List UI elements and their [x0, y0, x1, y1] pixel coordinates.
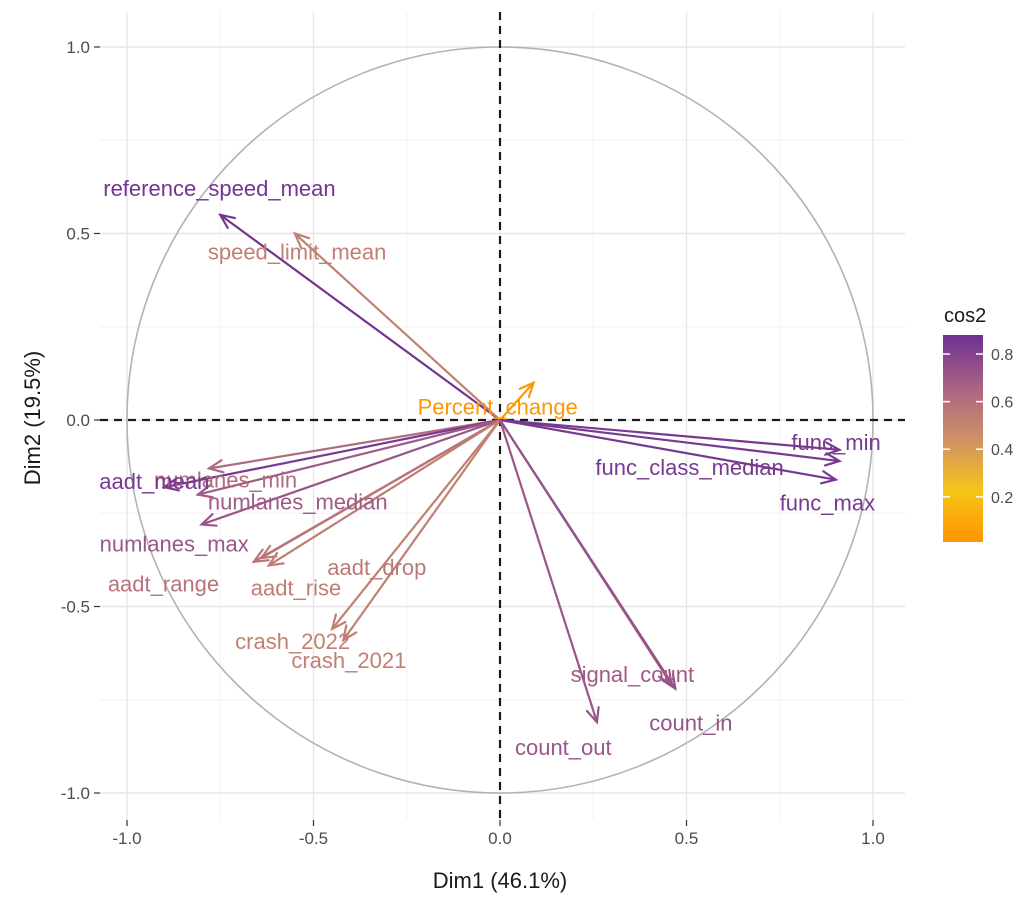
arrow-head	[518, 380, 536, 399]
label-func-max: func_max	[780, 491, 875, 516]
label-count-out: count_out	[515, 735, 612, 760]
arrow-head	[292, 231, 311, 249]
label-numlanes-median: numlanes_median	[208, 490, 388, 515]
x-tick-label: 0.0	[488, 829, 512, 848]
arrow-shaft	[267, 418, 502, 567]
y-tick-label: -1.0	[61, 784, 90, 803]
label-func-class-median: func_class_median	[595, 455, 783, 480]
cos2-legend: cos2 0.2 0.4 0.6 0.8	[943, 305, 1013, 542]
arrow-shaft	[196, 418, 502, 496]
arrow-head	[820, 470, 839, 485]
x-tick-label: 0.5	[675, 829, 699, 848]
arrow-shaft	[163, 418, 502, 489]
arrow-shaft	[498, 418, 599, 724]
legend-title: cos2	[944, 305, 986, 327]
arrow-head	[585, 706, 600, 725]
arrow-shaft	[293, 232, 502, 422]
arrow-crash-2022	[330, 418, 502, 631]
arrow-func-min	[498, 418, 843, 456]
arrow-numlanes-median	[195, 418, 502, 499]
label-crash-2021: crash_2021	[291, 648, 406, 673]
legend-tick-label: 0.2	[991, 490, 1013, 507]
label-layer: reference_speed_mean speed_limit_mean Perc…	[99, 176, 880, 760]
arrow-head	[823, 452, 843, 467]
label-numlanes-min: numlanes_min	[154, 467, 297, 492]
arrow-reference-speed-mean	[218, 213, 502, 422]
arrow-aadt-mean	[161, 418, 502, 492]
arrow-shaft	[498, 418, 841, 451]
arrow-count-in	[498, 418, 677, 691]
arrow-head	[266, 551, 285, 567]
label-aadt-mean: aadt_mean	[99, 469, 209, 494]
x-tick-label: -1.0	[112, 829, 141, 848]
arrow-shaft	[498, 418, 837, 481]
arrow-func-class-median	[498, 418, 843, 467]
y-tick-label: 1.0	[66, 38, 90, 57]
label-crash-2022: crash_2022	[235, 629, 350, 654]
label-aadt-rise: aadt_rise	[251, 575, 342, 600]
arrow-head	[661, 672, 677, 691]
arrow-layer	[161, 213, 843, 725]
arrow-head	[341, 624, 358, 643]
label-count-in: count_in	[649, 711, 732, 736]
arrow-head	[206, 459, 225, 474]
arrow-shaft	[498, 418, 841, 463]
y-axis-title: Dim2 (19.5%)	[20, 351, 45, 485]
y-tick-label: -0.5	[61, 598, 90, 617]
legend-colorbar	[943, 335, 983, 542]
arrow-shaft	[498, 381, 535, 422]
label-aadt-drop: aadt_drop	[327, 555, 426, 580]
x-axis-title: Dim1 (46.1%)	[433, 868, 567, 893]
legend-ticks: 0.2 0.4 0.6 0.8	[943, 347, 1013, 507]
arrow-numlanes-min	[206, 418, 502, 474]
legend-tick-label: 0.8	[991, 347, 1013, 364]
arrow-head	[161, 477, 181, 492]
legend-tick-label: 0.4	[991, 442, 1013, 459]
arrow-head	[195, 484, 214, 499]
arrow-func-max	[498, 418, 839, 485]
arrow-shaft	[207, 418, 502, 470]
arrow-head	[199, 513, 218, 527]
arrow-aadt-range	[251, 418, 502, 564]
arrow-head	[330, 613, 347, 631]
label-speed-limit-mean: speed_limit_mean	[208, 240, 387, 265]
y-tick-label: 0.0	[66, 411, 90, 430]
x-axis-ticks: -1.0 -0.5 0.0 0.5 1.0	[112, 820, 885, 848]
y-tick-label: 0.5	[66, 225, 90, 244]
label-percent-change: Percent_change	[418, 395, 578, 420]
arrow-numlanes-max	[199, 418, 502, 527]
arrow-head	[251, 548, 270, 564]
label-signal-count: signal_count	[571, 662, 695, 687]
x-tick-label: 1.0	[861, 829, 885, 848]
y-axis-ticks: -1.0 -0.5 0.0 0.5 1.0	[61, 38, 100, 803]
arrow-head	[218, 213, 237, 229]
arrow-shaft	[498, 418, 677, 690]
arrow-aadt-rise	[266, 418, 502, 567]
arrow-shaft	[200, 418, 502, 526]
arrow-speed-limit-mean	[292, 231, 502, 422]
arrow-count-out	[498, 418, 600, 725]
arrow-crash-2021	[341, 418, 502, 643]
label-numlanes-max: numlanes_max	[100, 531, 249, 556]
arrow-shaft	[252, 418, 502, 563]
arrow-shaft	[342, 418, 502, 642]
legend-tick-label: 0.6	[991, 395, 1013, 412]
arrow-percent-change	[498, 380, 536, 422]
label-aadt-range: aadt_range	[108, 572, 219, 597]
label-reference-speed-mean: reference_speed_mean	[103, 176, 335, 201]
arrow-head	[824, 441, 843, 456]
reference-lines	[100, 12, 905, 820]
arrow-shaft	[331, 418, 502, 630]
arrow-shaft	[219, 213, 502, 422]
label-func-min: func_min	[791, 430, 880, 455]
x-tick-label: -0.5	[299, 829, 328, 848]
